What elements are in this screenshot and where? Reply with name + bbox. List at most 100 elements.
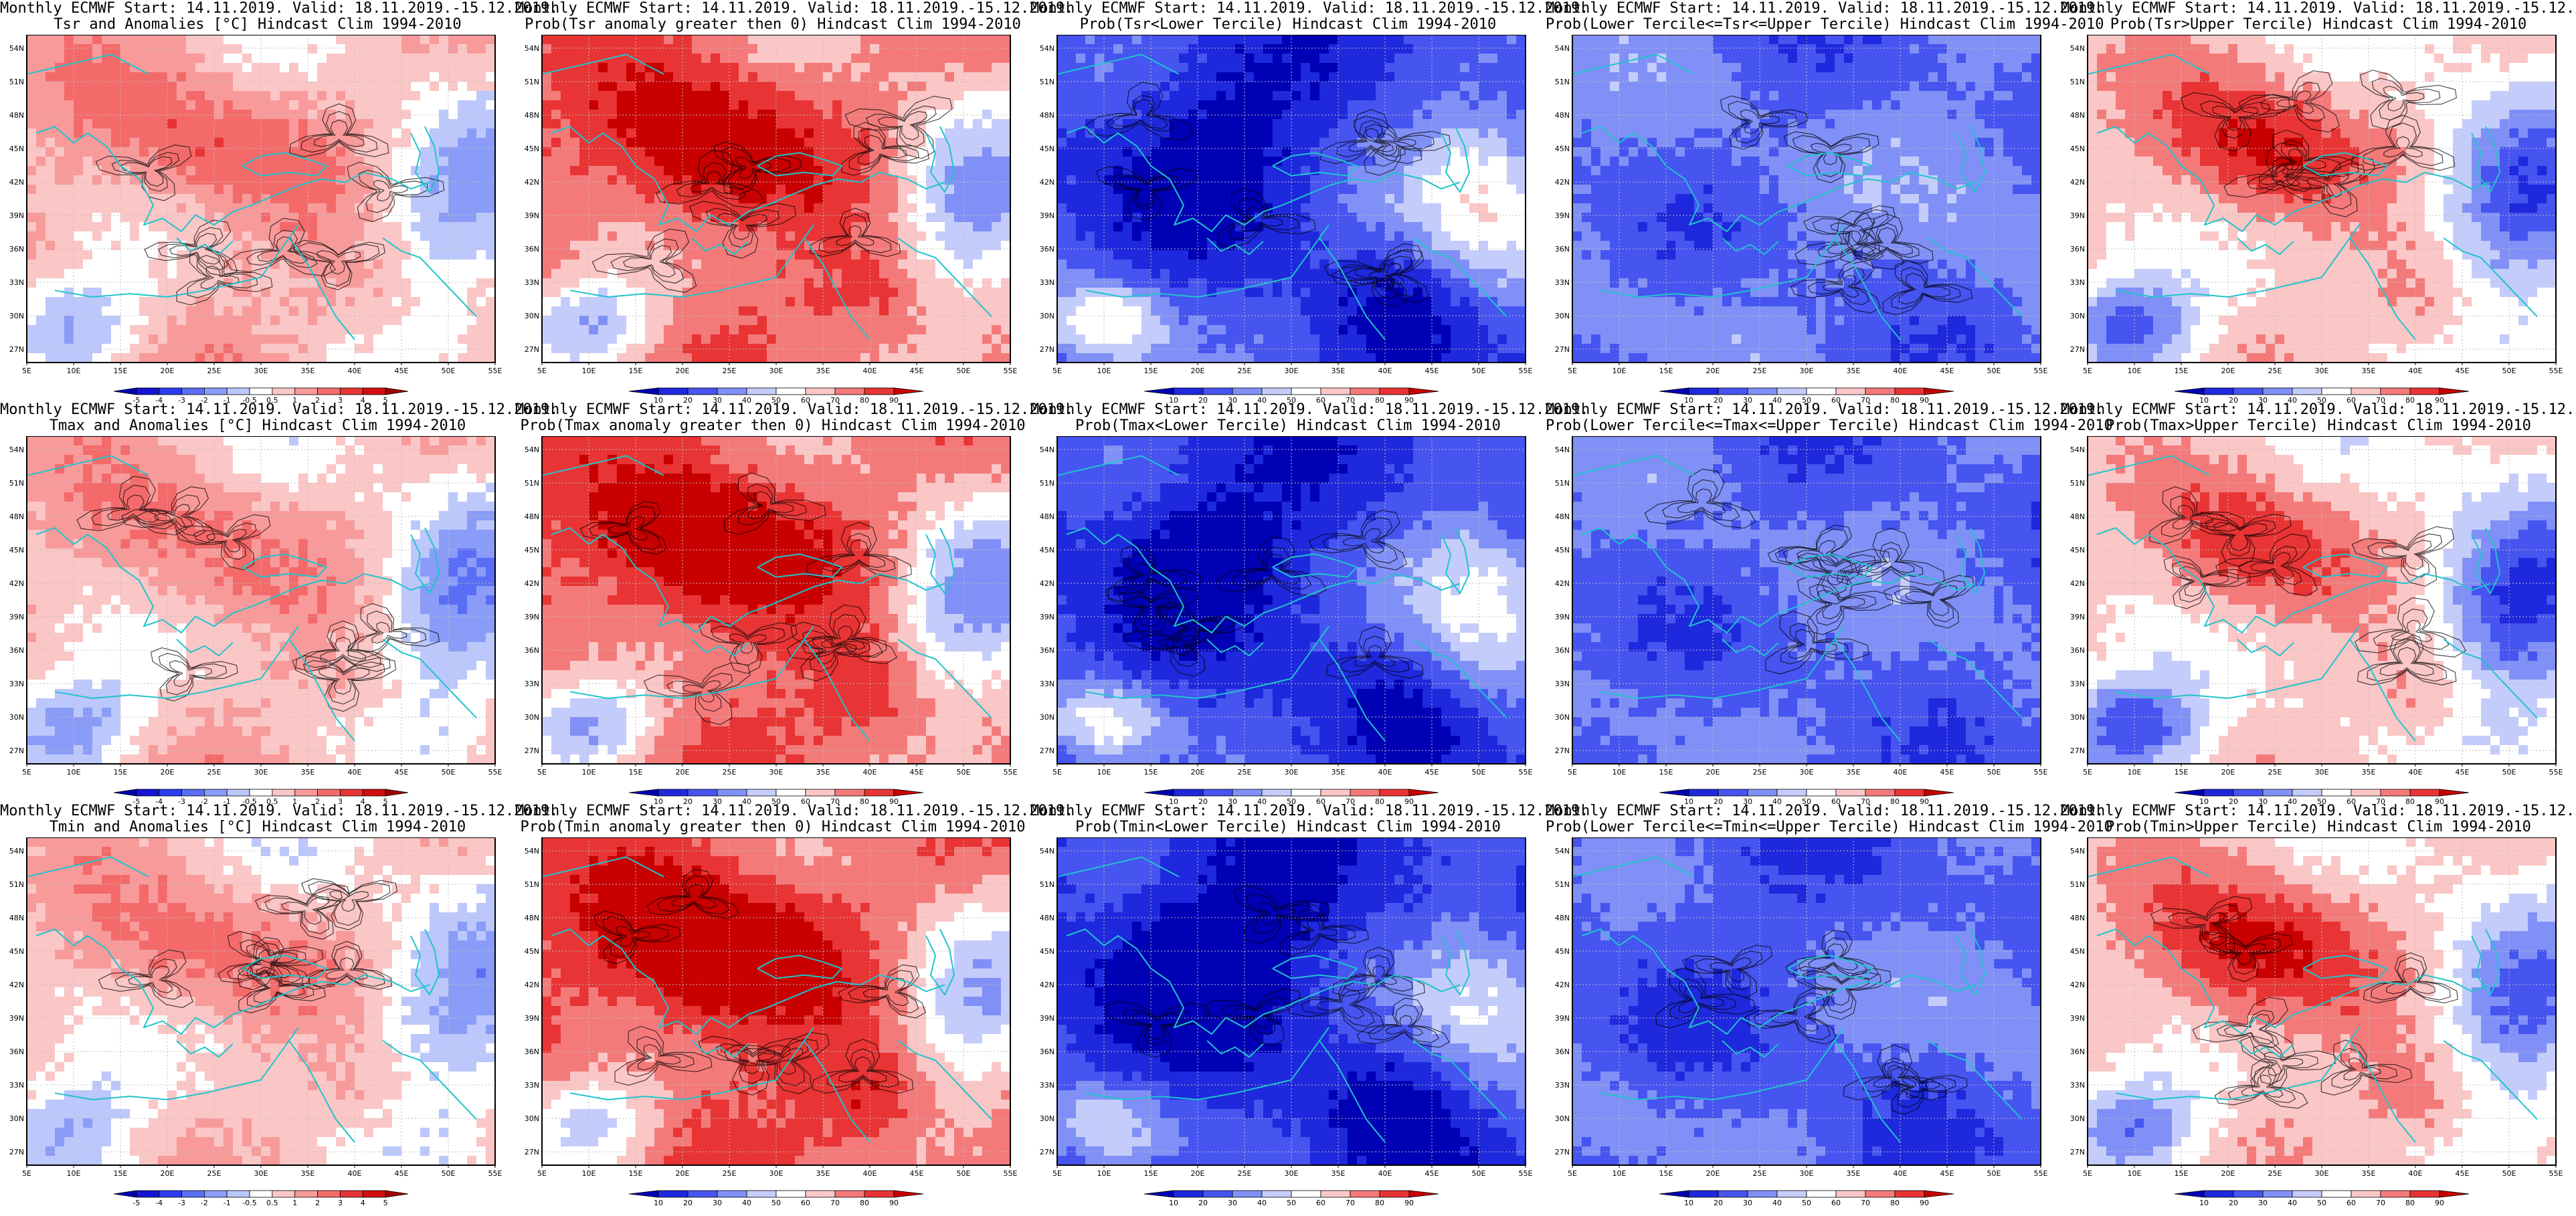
colorbar-swatch [136, 1191, 159, 1197]
lat-tick-label: 27N [525, 746, 539, 755]
lat-tick-label: 36N [1555, 646, 1570, 655]
colorbar-label: -3 [178, 1199, 185, 1207]
lon-tick-label: 30E [254, 367, 268, 375]
lon-tick-label: 10E [2128, 768, 2142, 777]
lat-tick-label: 27N [1555, 1148, 1570, 1156]
lon-tick-label: 30E [1285, 1169, 1299, 1178]
colorbar-swatch [318, 388, 341, 395]
colorbar-swatch [1203, 1191, 1232, 1197]
lon-tick-label: 55E [2549, 768, 2563, 777]
colorbar-swatch [2263, 1191, 2292, 1197]
lon-tick-label: 30E [2315, 1169, 2329, 1178]
panel-title-run: Monthly ECMWF Start: 14.11.2019. Valid: … [2061, 401, 2576, 418]
lon-tick-label: 40E [1378, 367, 1392, 375]
lat-tick-label: 51N [9, 78, 24, 86]
colorbar-label: 80 [1375, 1199, 1384, 1207]
lon-tick-label: 20E [676, 768, 690, 777]
lon-tick-label: 40E [348, 367, 362, 375]
colorbar-swatch [295, 789, 318, 796]
lon-tick-label: 55E [1004, 367, 1017, 375]
lat-tick-label: 27N [1040, 746, 1054, 755]
lon-tick-label: 25E [207, 768, 221, 777]
lon-tick-label: 45E [1425, 367, 1439, 375]
lat-tick-label: 30N [9, 713, 24, 722]
colorbar-swatch [2410, 1191, 2440, 1197]
lon-tick-label: 20E [161, 367, 175, 375]
colorbar-swatch [340, 388, 363, 395]
lon-tick-label: 20E [1191, 1169, 1205, 1178]
colorbar-swatch [1144, 789, 1174, 796]
colorbar-swatch [1865, 1191, 1895, 1197]
colorbar-swatch [2263, 388, 2292, 395]
colorbar-label: 3 [338, 1199, 343, 1207]
lat-tick-label: 48N [1040, 512, 1054, 521]
lat-tick-label: 30N [1555, 1114, 1570, 1123]
lon-tick-label: 35E [1331, 768, 1346, 777]
lon-tick-label: 50E [1472, 1169, 1486, 1178]
colorbar-swatch [2351, 1191, 2381, 1197]
colorbar-swatch [227, 789, 250, 796]
lat-tick-label: 48N [1040, 914, 1054, 922]
lat-tick-label: 30N [1040, 312, 1054, 320]
panel-title-variable: Tmin and Anomalies [°C] Hindcast Clim 19… [0, 819, 515, 835]
lat-tick-label: 39N [1555, 613, 1570, 621]
lon-tick-label: 50E [2502, 367, 2516, 375]
colorbar-swatch [1748, 789, 1777, 796]
lon-tick-label: 10E [1613, 1169, 1627, 1178]
lon-tick-label: 15E [629, 1169, 643, 1178]
colorbar-swatch [747, 388, 776, 395]
lat-tick-label: 42N [1040, 981, 1054, 989]
lat-tick-label: 27N [2070, 746, 2085, 755]
lon-tick-label: 40E [1894, 367, 1908, 375]
colorbar-swatch [1262, 388, 1291, 395]
lat-tick-label: 54N [1040, 847, 1054, 855]
lat-tick-label: 45N [2070, 144, 2085, 153]
lat-tick-label: 30N [1040, 713, 1054, 722]
lat-tick-label: 51N [2070, 479, 2085, 488]
lat-tick-label: 51N [2070, 78, 2085, 86]
lat-tick-label: 30N [2070, 312, 2085, 320]
lat-tick-label: 30N [1555, 312, 1570, 320]
lon-tick-label: 25E [1238, 1169, 1252, 1178]
lon-tick-label: 25E [207, 1169, 221, 1178]
colorbar-label: 80 [2405, 1199, 2415, 1207]
map-panel: Monthly ECMWF Start: 14.11.2019. Valid: … [2061, 803, 2576, 1204]
colorbar-swatch [1807, 388, 1836, 395]
panel-title-run: Monthly ECMWF Start: 14.11.2019. Valid: … [515, 401, 1030, 418]
colorbar-label: 10 [1169, 1199, 1178, 1207]
lon-tick-label: 15E [629, 367, 643, 375]
lat-tick-label: 36N [525, 646, 539, 655]
colorbar-swatch [1380, 789, 1409, 796]
colorbar-label: 90 [1404, 1199, 1414, 1207]
lat-tick-label: 45N [525, 546, 539, 554]
colorbar-label: 20 [683, 1199, 693, 1207]
lon-tick-label: 40E [2409, 367, 2423, 375]
lat-tick-label: 42N [2070, 178, 2085, 187]
map-panel: Monthly ECMWF Start: 14.11.2019. Valid: … [0, 401, 515, 803]
colorbar-label: 50 [1287, 1199, 1296, 1207]
lon-tick-label: 25E [723, 768, 737, 777]
lat-tick-label: 36N [9, 245, 24, 254]
map-panel: Monthly ECMWF Start: 14.11.2019. Valid: … [2061, 401, 2576, 803]
colorbar-swatch [159, 789, 182, 796]
colorbar-swatch [776, 789, 806, 796]
lat-tick-label: 39N [1040, 211, 1054, 220]
lat-tick-label: 48N [2070, 914, 2085, 922]
colorbar-label: 90 [1920, 1199, 1929, 1207]
lat-tick-label: 27N [1555, 746, 1570, 755]
lon-tick-label: 50E [2502, 1169, 2516, 1178]
map-panel: Monthly ECMWF Start: 14.11.2019. Valid: … [1546, 803, 2061, 1204]
colorbar-swatch [227, 388, 250, 395]
colorbar-swatch [1174, 789, 1203, 796]
lon-tick-label: 35E [816, 1169, 830, 1178]
lat-tick-label: 51N [525, 880, 539, 889]
lon-tick-label: 20E [1706, 1169, 1720, 1178]
lon-tick-label: 30E [254, 1169, 268, 1178]
lon-tick-label: 25E [1753, 1169, 1767, 1178]
lat-tick-label: 30N [525, 713, 539, 722]
